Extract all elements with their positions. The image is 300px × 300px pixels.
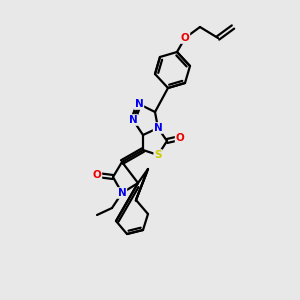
Text: O: O (93, 170, 101, 180)
Text: N: N (129, 115, 137, 125)
Text: N: N (135, 99, 143, 109)
Text: O: O (176, 133, 184, 143)
Text: O: O (181, 33, 189, 43)
Text: N: N (154, 123, 162, 133)
Text: N: N (118, 188, 126, 198)
Text: S: S (154, 150, 162, 160)
